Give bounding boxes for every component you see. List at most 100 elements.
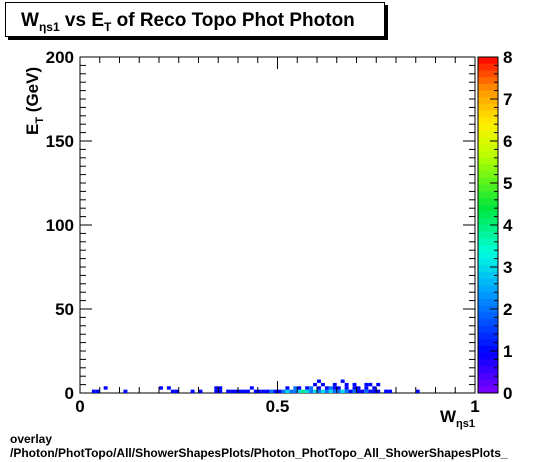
palette-segment xyxy=(478,372,498,381)
palette-segment xyxy=(478,110,498,118)
palette-segment xyxy=(478,184,498,192)
palette-segment xyxy=(478,191,498,199)
heatmap-bin xyxy=(226,389,231,393)
heatmap-bin xyxy=(317,389,321,393)
y-axis-title-sub: T xyxy=(34,117,46,124)
heatmap-bin xyxy=(198,389,203,393)
x-tick-label: 0.5 xyxy=(266,397,290,416)
heatmap-bin xyxy=(364,389,369,393)
heatmap-bin xyxy=(234,389,238,393)
heatmap-bin xyxy=(317,379,321,383)
heatmap-bin xyxy=(285,389,290,393)
heatmap-bin xyxy=(301,389,306,393)
heatmap-bin xyxy=(352,386,357,390)
palette-segment xyxy=(478,151,498,159)
heatmap-bin xyxy=(388,389,393,393)
heatmap-bin xyxy=(356,386,361,390)
heatmap-bin xyxy=(174,389,179,393)
palette-segment xyxy=(478,231,498,239)
heatmap-bin xyxy=(352,382,357,387)
palette-segment xyxy=(478,104,498,112)
heatmap-bin xyxy=(324,386,329,390)
palette-segment xyxy=(478,359,498,367)
heatmap-bin xyxy=(245,389,250,393)
x-axis-title-sub: ηs1 xyxy=(456,418,475,430)
color-palette: 0 1 2 3 4 5 6 7 8 xyxy=(477,48,513,403)
x-tick-label: 0 xyxy=(75,397,84,416)
palette-segment xyxy=(478,305,498,313)
palette-tick-label: 6 xyxy=(503,132,512,151)
heatmap-bin xyxy=(91,389,96,393)
heatmap-bin xyxy=(281,389,286,393)
heatmap-bin xyxy=(320,389,325,393)
heatmap-bin xyxy=(305,389,310,393)
heatmap-bin xyxy=(344,382,349,387)
axis-ticks: 0 0.5 1 0 50 100 150 200 xyxy=(46,48,480,416)
x-axis-title-main: W xyxy=(440,407,457,426)
heatmap-bin xyxy=(285,386,290,390)
heatmap-bin xyxy=(297,386,302,390)
title-rest: of Reco Topo Phot Photon xyxy=(111,10,354,31)
heatmap-bin xyxy=(190,389,195,393)
heatmap-bin xyxy=(344,389,349,393)
heatmap-bin xyxy=(415,389,420,393)
palette-tick-label: 7 xyxy=(503,90,512,109)
heatmap-bin xyxy=(340,379,345,383)
y-axis-title: ET (GeV) xyxy=(23,67,46,135)
heatmap-bin xyxy=(317,386,321,390)
y-axis-title-rest: (GeV) xyxy=(23,67,42,117)
y-axis-title-main: E xyxy=(23,124,42,135)
heatmap-bin xyxy=(313,389,317,393)
heatmap-bin xyxy=(297,389,302,393)
heatmap-bin xyxy=(123,389,128,393)
heatmap-bin xyxy=(309,386,314,390)
heatmap-bin xyxy=(348,389,353,393)
heatmap-bin xyxy=(328,389,333,393)
heatmap-bin xyxy=(340,389,345,393)
palette-segment xyxy=(478,319,498,327)
y-tick-label: 200 xyxy=(46,48,74,67)
heatmap-bin xyxy=(293,389,298,393)
heatmap-bin xyxy=(332,389,337,393)
title-main-sub: ηs1 xyxy=(39,20,60,34)
footer-overlay: overlay xyxy=(10,432,53,446)
palette-segment xyxy=(478,272,498,280)
heatmap-bin xyxy=(384,389,389,393)
palette-segment xyxy=(478,312,498,320)
palette-segment xyxy=(478,171,498,179)
heatmap-bin xyxy=(214,389,219,393)
heatmap-bins xyxy=(91,379,420,393)
palette-segment xyxy=(478,225,498,233)
footer-path: /Photon/PhotTopo/All/ShowerShapesPlots/P… xyxy=(10,446,508,460)
palette-segment xyxy=(478,137,498,145)
heatmap-bin xyxy=(159,386,163,390)
heatmap-bin xyxy=(376,389,381,393)
title-main: W xyxy=(21,10,39,31)
palette-tick-label: 4 xyxy=(503,216,513,235)
heatmap-bin xyxy=(241,389,246,393)
palette-segment xyxy=(478,325,498,334)
palette-segment xyxy=(478,90,498,98)
heatmap-bin xyxy=(269,389,274,393)
title-vs: vs E xyxy=(60,10,104,31)
title-box xyxy=(5,2,385,37)
x-tick-label: 1 xyxy=(470,397,479,416)
heatmap-bin xyxy=(238,389,242,393)
heatmap-bin xyxy=(356,389,361,393)
heatmap-bin xyxy=(324,389,329,393)
palette-segment xyxy=(478,164,498,172)
palette-segment xyxy=(478,238,498,246)
heatmap-bin xyxy=(360,389,365,393)
palette-segment xyxy=(478,345,498,354)
heatmap-bin xyxy=(273,389,278,393)
heatmap-bin xyxy=(364,386,369,390)
heatmap-bin xyxy=(265,389,270,393)
palette-tick-label: 2 xyxy=(503,300,512,319)
palette-segment xyxy=(478,124,498,132)
heatmap-bin xyxy=(372,386,377,390)
palette-segment xyxy=(478,352,498,360)
palette-segment xyxy=(478,77,498,85)
plot-frame xyxy=(79,56,476,394)
palette-segment xyxy=(478,57,498,65)
